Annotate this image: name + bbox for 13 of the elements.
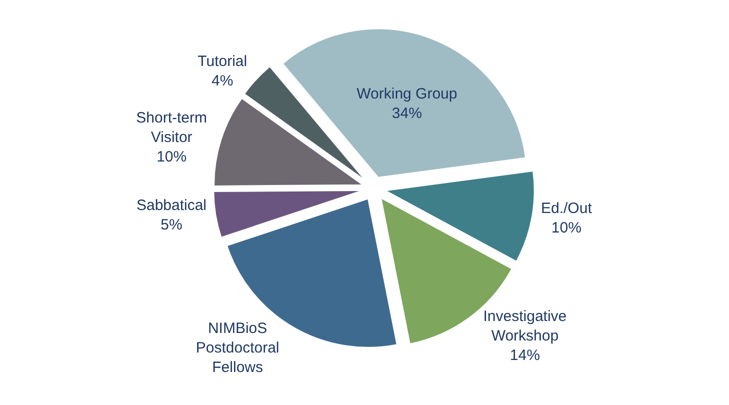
data-label: 5% [160,216,182,234]
slice-label: Tutorial [198,52,248,70]
slice-label: Working Group [356,85,458,102]
data-label: 34% [392,104,422,122]
slice-label: NIMBioS Postdoctoral Fellows [196,320,280,376]
slice-label: Ed./Out [540,200,593,217]
data-label: 10% [551,219,582,236]
slice-label: Sabbatical [136,196,207,214]
slice-label: Short-term Visitor [136,109,208,146]
data-label: 14% [510,346,540,364]
data-label: 10% [156,148,187,166]
slice-label: Investigative Workshop [483,308,567,344]
data-label: 4% [212,72,234,90]
